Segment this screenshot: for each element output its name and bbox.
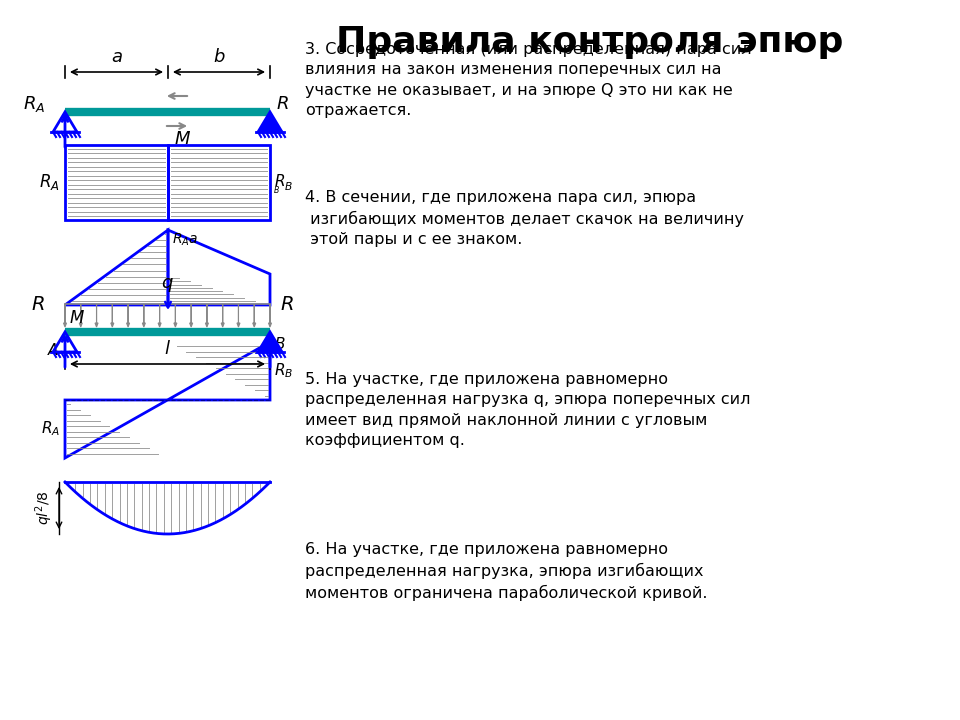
Text: Правила контроля эпюр: Правила контроля эпюр <box>336 25 844 59</box>
Text: 6. На участке, где приложена равномерно
распределенная нагрузка, эпюра изгибающи: 6. На участке, где приложена равномерно … <box>305 542 708 601</box>
FancyArrow shape <box>190 304 193 327</box>
FancyArrow shape <box>205 304 208 327</box>
FancyArrow shape <box>252 304 255 327</box>
Text: $l$: $l$ <box>164 340 171 358</box>
FancyArrow shape <box>221 304 225 327</box>
Text: 5. На участке, где приложена равномерно
распределенная нагрузка q, эпюра попереч: 5. На участке, где приложена равномерно … <box>305 372 751 448</box>
FancyArrow shape <box>63 304 66 327</box>
FancyArrow shape <box>174 304 177 327</box>
Text: $R_A$: $R_A$ <box>41 420 60 438</box>
Text: $R_A a$: $R_A a$ <box>172 232 199 248</box>
FancyArrow shape <box>142 304 145 327</box>
Text: $a$: $a$ <box>110 48 123 66</box>
FancyArrow shape <box>127 304 130 327</box>
Text: 4. В сечении, где приложена пара сил, эпюра
 изгибающих моментов делает скачок н: 4. В сечении, где приложена пара сил, эп… <box>305 190 744 248</box>
FancyArrow shape <box>237 304 240 327</box>
Text: 3. Сосредоточенная (или распределенная) пара сил
влияния на закон изменения попе: 3. Сосредоточенная (или распределенная) … <box>305 42 752 118</box>
Text: $^B$: $^B$ <box>273 186 280 196</box>
Text: $R$: $R$ <box>280 294 294 313</box>
Text: $R$: $R$ <box>276 95 289 113</box>
FancyArrow shape <box>110 304 114 327</box>
Text: $B$: $B$ <box>274 336 285 352</box>
FancyArrow shape <box>269 304 272 327</box>
Text: $q l^2/8$: $q l^2/8$ <box>34 491 55 525</box>
FancyArrow shape <box>158 304 161 327</box>
Text: $R$: $R$ <box>32 294 45 313</box>
Text: $R_A$: $R_A$ <box>39 173 60 192</box>
Text: $R_B^{}$: $R_B^{}$ <box>274 172 293 193</box>
Text: $M$: $M$ <box>69 309 84 327</box>
Text: $R_A$: $R_A$ <box>23 94 45 114</box>
Text: $M$: $M$ <box>175 130 192 148</box>
FancyArrow shape <box>80 304 83 327</box>
Text: $q$: $q$ <box>161 276 174 294</box>
Text: $A$: $A$ <box>47 342 59 358</box>
Text: $R_B$: $R_B$ <box>274 361 293 380</box>
FancyArrow shape <box>95 304 98 327</box>
Polygon shape <box>258 112 282 132</box>
Text: $b$: $b$ <box>213 48 226 66</box>
Polygon shape <box>258 332 282 352</box>
